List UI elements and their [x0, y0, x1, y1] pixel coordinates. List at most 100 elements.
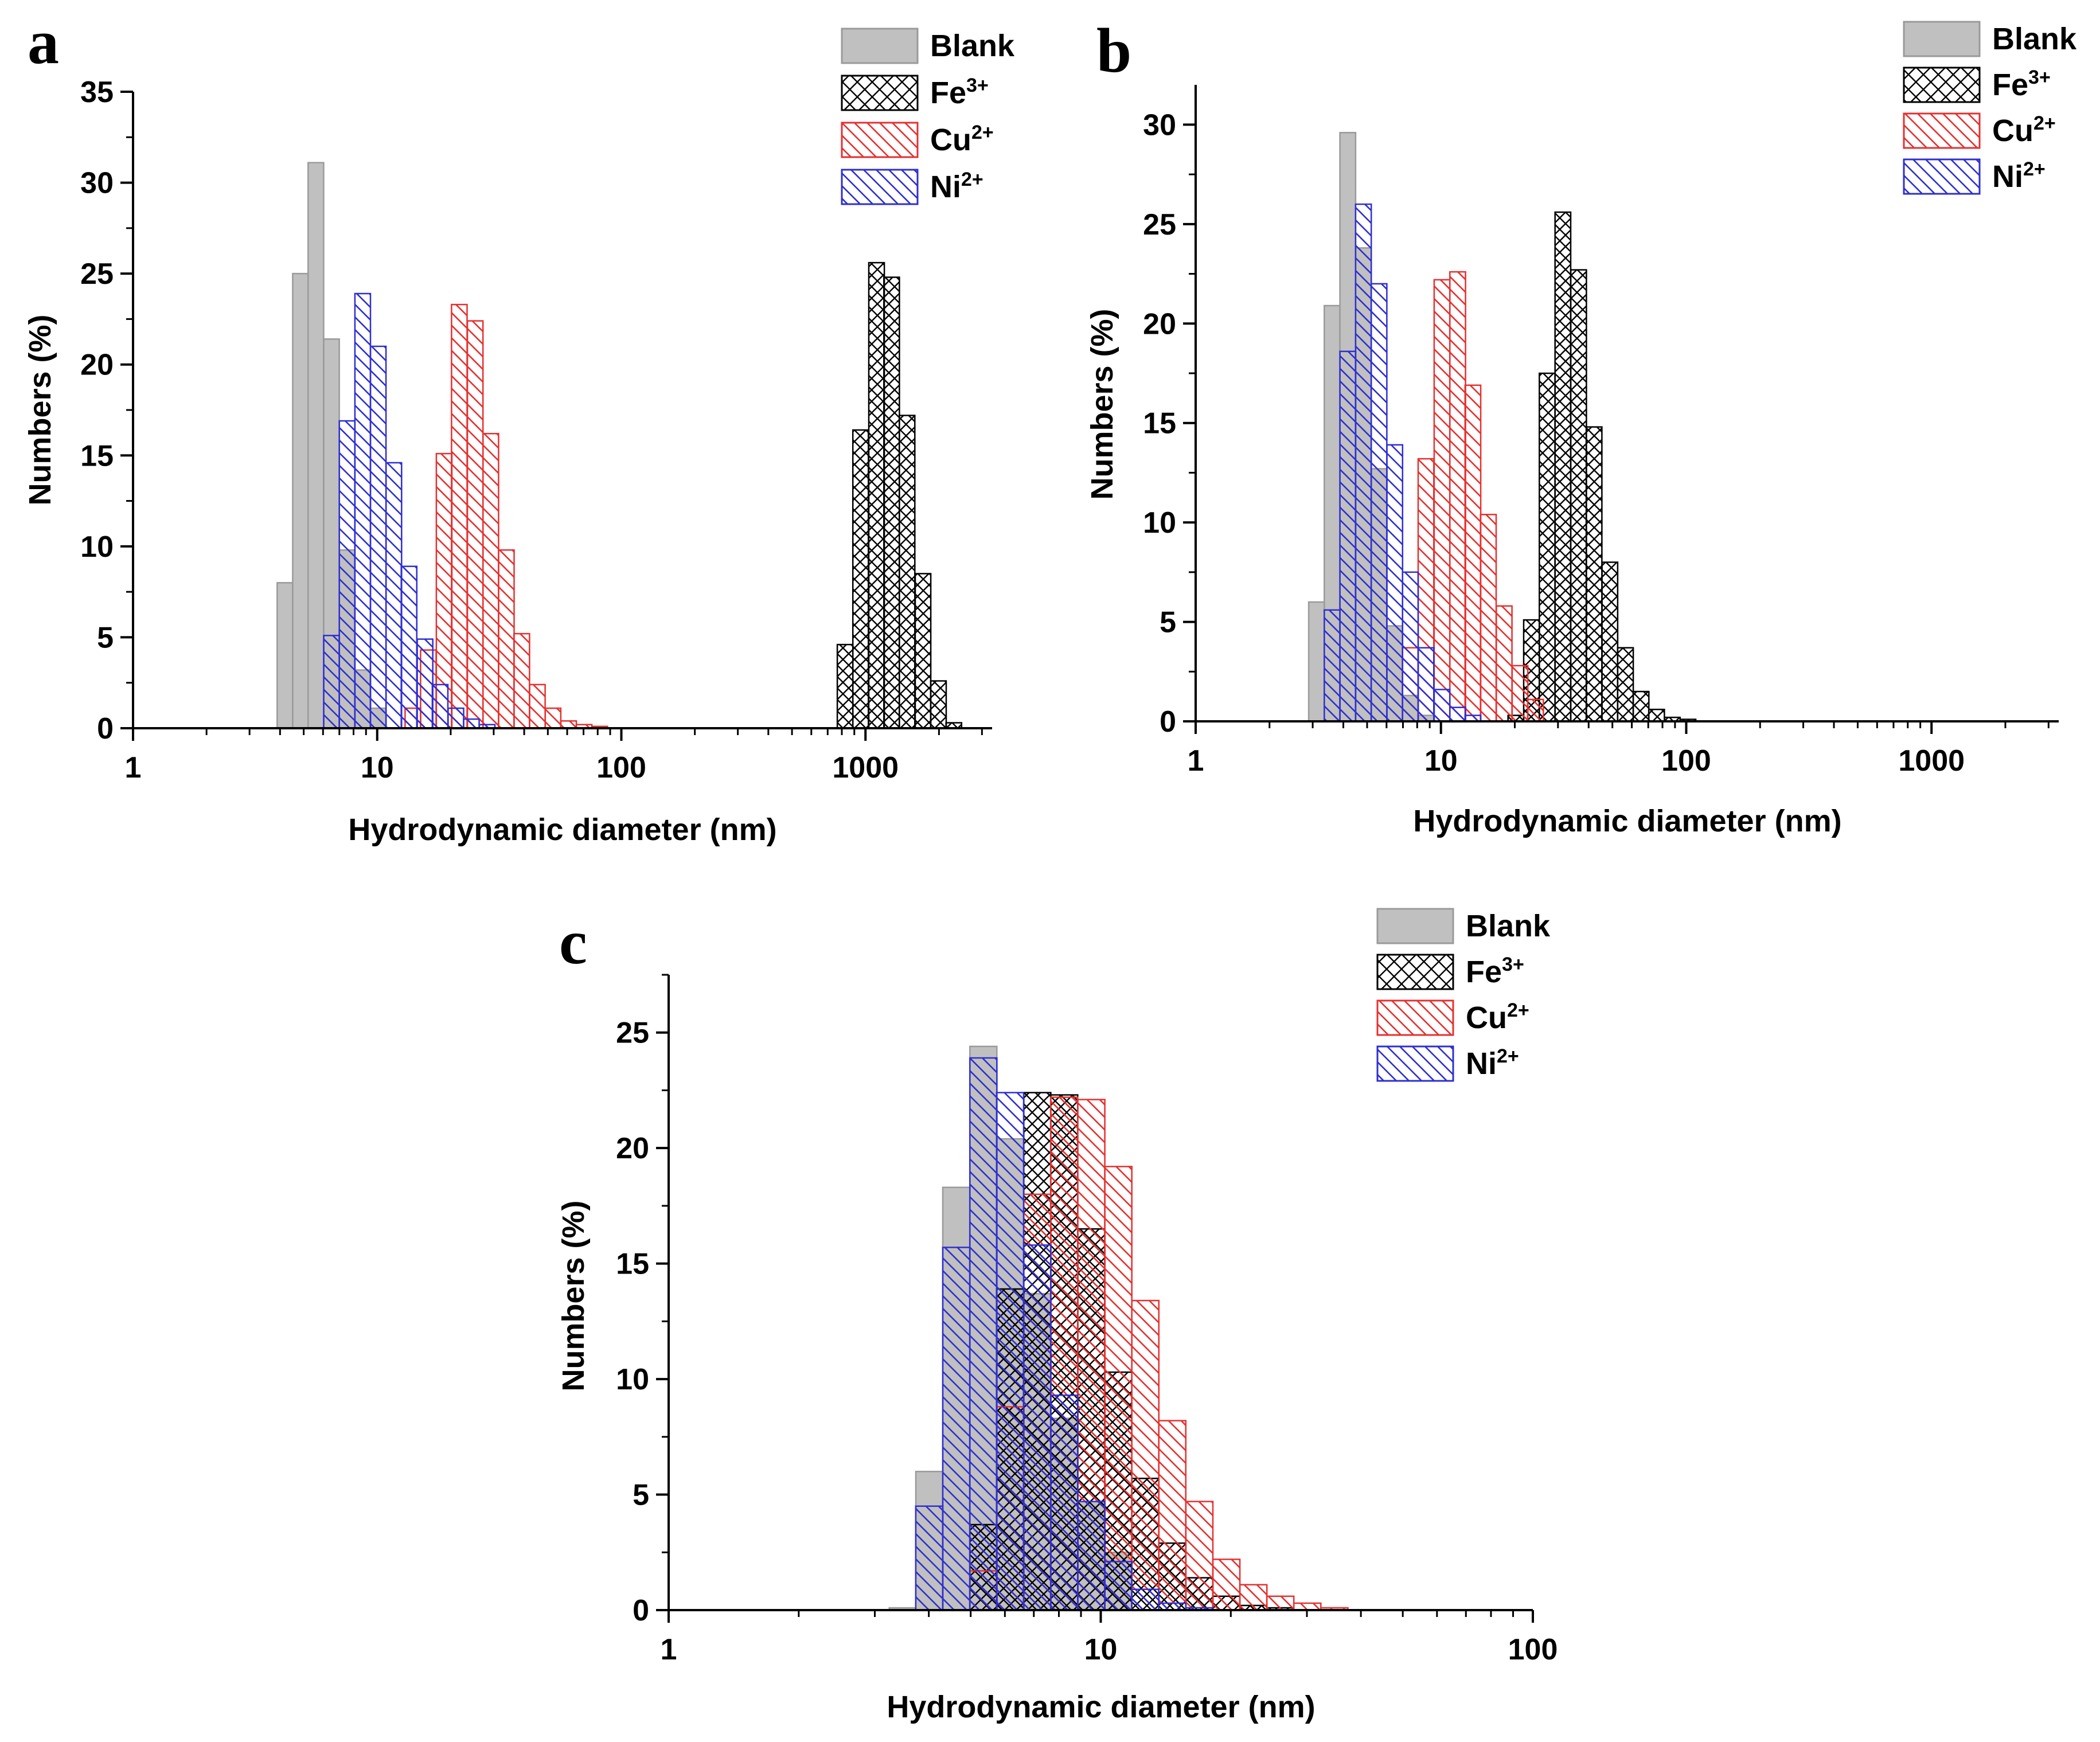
y-axis-title: Numbers (%)	[23, 314, 57, 505]
series-ni2	[1324, 203, 1482, 722]
legend: Blank Fe3+ Cu2+ Ni2+	[841, 28, 1015, 205]
y-tick-label: 25	[616, 1017, 649, 1050]
bar-ni2-3	[996, 1092, 1025, 1611]
bar-ni2-3	[1370, 283, 1388, 722]
bar-cu2-8	[1527, 698, 1544, 722]
bar-blank-1	[292, 272, 309, 729]
bar-ni2-7	[1104, 1561, 1133, 1611]
x-tick-label: 1	[125, 751, 142, 784]
bar-cu2-7	[1511, 665, 1529, 722]
bar-fe3-3	[883, 276, 900, 729]
bar-cu2-5	[482, 432, 499, 729]
bar-ni2-4	[385, 462, 403, 729]
bar-ni2-2	[1355, 203, 1372, 722]
bar-fe3-5	[914, 573, 932, 729]
bar-fe3-0	[836, 643, 854, 729]
x-tick-label: 1	[1188, 744, 1204, 778]
bar-blank-0	[276, 582, 294, 729]
y-axis-title: Numbers (%)	[556, 1200, 591, 1391]
y-tick-label: 0	[1160, 705, 1176, 739]
bar-cu2-3	[1449, 271, 1466, 722]
y-tick-label: 10	[80, 530, 114, 564]
bar-ni2-4	[1386, 444, 1404, 722]
legend-label-cu2: Cu2+	[930, 122, 994, 157]
legend: Blank Fe3+ Cu2+ Ni2+	[1903, 21, 2077, 195]
y-tick-label: 25	[1143, 208, 1176, 241]
y-tick-label: 20	[616, 1132, 649, 1165]
bar-ni2-8	[1131, 1588, 1160, 1611]
bar-ni2-8	[1449, 706, 1466, 722]
series-fe3	[836, 261, 963, 729]
bar-ni2-6	[1417, 647, 1435, 722]
bar-ni2-2	[969, 1057, 998, 1611]
bar-ni2-9	[463, 718, 480, 729]
x-tick-label: 100	[1508, 1633, 1558, 1666]
y-tick-label: 5	[97, 621, 114, 654]
bar-cu2-3	[451, 303, 468, 729]
y-tick-label: 0	[633, 1594, 649, 1627]
bar-ni2-0	[1324, 609, 1341, 722]
series-cu2	[404, 303, 608, 729]
bar-ni2-5	[1402, 571, 1419, 722]
bar-ni2-5	[1049, 1395, 1079, 1611]
bar-ni2-0	[915, 1505, 944, 1611]
bar-fe3-4	[1570, 269, 1587, 722]
legend-swatch-cu2	[841, 122, 919, 158]
bar-cu2-9	[544, 707, 562, 729]
bar-fe3-1	[852, 429, 869, 729]
x-tick-label: 100	[596, 751, 646, 784]
legend-swatch-cu2	[1903, 112, 1981, 149]
legend-swatch-ni2	[841, 169, 919, 205]
bar-fe3-2	[868, 261, 885, 729]
bar-cu2-8	[529, 683, 546, 729]
bar-cu2-4	[1464, 384, 1482, 722]
legend-swatch-cu2	[1376, 999, 1454, 1036]
y-tick-label: 5	[1160, 606, 1176, 639]
series-ni2	[323, 292, 496, 729]
y-tick-label: 15	[80, 439, 114, 472]
x-tick-label: 10	[1084, 1633, 1118, 1666]
y-tick-label: 35	[80, 76, 114, 109]
x-axis-title: Hydrodynamic diameter (nm)	[1413, 804, 1841, 838]
y-tick-label: 20	[1143, 307, 1176, 341]
y-tick-label: 10	[616, 1363, 649, 1396]
bar-fe3-9	[1648, 708, 1665, 722]
bar-ni2-3	[369, 345, 387, 729]
legend-swatch-blank	[1903, 21, 1981, 57]
legend: Blank Fe3+ Cu2+ Ni2+	[1376, 908, 1551, 1082]
series-fe3	[1507, 211, 1697, 722]
legend-label-blank: Blank	[1466, 909, 1551, 943]
x-axis-title: Hydrodynamic diameter (nm)	[887, 1690, 1315, 1724]
legend-swatch-ni2	[1376, 1045, 1454, 1082]
legend-swatch-fe3	[841, 75, 919, 111]
bar-ni2-1	[942, 1247, 971, 1611]
x-tick-label: 100	[1661, 744, 1711, 778]
bar-fe3-6	[930, 680, 947, 729]
bar-cu2-2	[1433, 279, 1451, 722]
bar-cu2-7	[513, 632, 530, 729]
panel-b-histogram: 0 5 10 15 20 25 30 1 10 100 1000 Hydrodynamic diame…	[1085, 15, 2077, 838]
bar-fe3-5	[1585, 426, 1603, 722]
legend-label-fe3: Fe3+	[1992, 67, 2051, 102]
x-axis-title: Hydrodynamic diameter (nm)	[348, 813, 776, 847]
bar-cu2-8	[1185, 1501, 1214, 1611]
bar-ni2-0	[323, 635, 340, 729]
panel-c-histogram: 0 5 10 15 20 25 1 10 100 Hydrodynamic diameter (n…	[556, 907, 1558, 1724]
legend-label-ni2: Ni2+	[1466, 1045, 1519, 1081]
panel-a-histogram: 0 5 10 15 20 25 30 35 1 10 100 1000 Hydrodynamic dia…	[23, 7, 1015, 847]
panel-letter: c	[559, 907, 587, 977]
bar-cu2-9	[1212, 1559, 1241, 1611]
bar-cu2-5	[1480, 514, 1497, 722]
legend-label-fe3: Fe3+	[1466, 954, 1524, 989]
legend-label-blank: Blank	[1992, 22, 2077, 56]
bar-blank-0	[1307, 601, 1325, 722]
bar-ni2-1	[338, 420, 356, 729]
legend-swatch-blank	[1376, 908, 1454, 944]
y-axis-title: Numbers (%)	[1085, 308, 1119, 499]
x-tick-label: 10	[1424, 744, 1458, 778]
legend-swatch-ni2	[1903, 158, 1981, 195]
bar-ni2-4	[1023, 1244, 1052, 1611]
bar-fe3-4	[898, 415, 916, 729]
legend-label-cu2: Cu2+	[1466, 999, 1529, 1035]
